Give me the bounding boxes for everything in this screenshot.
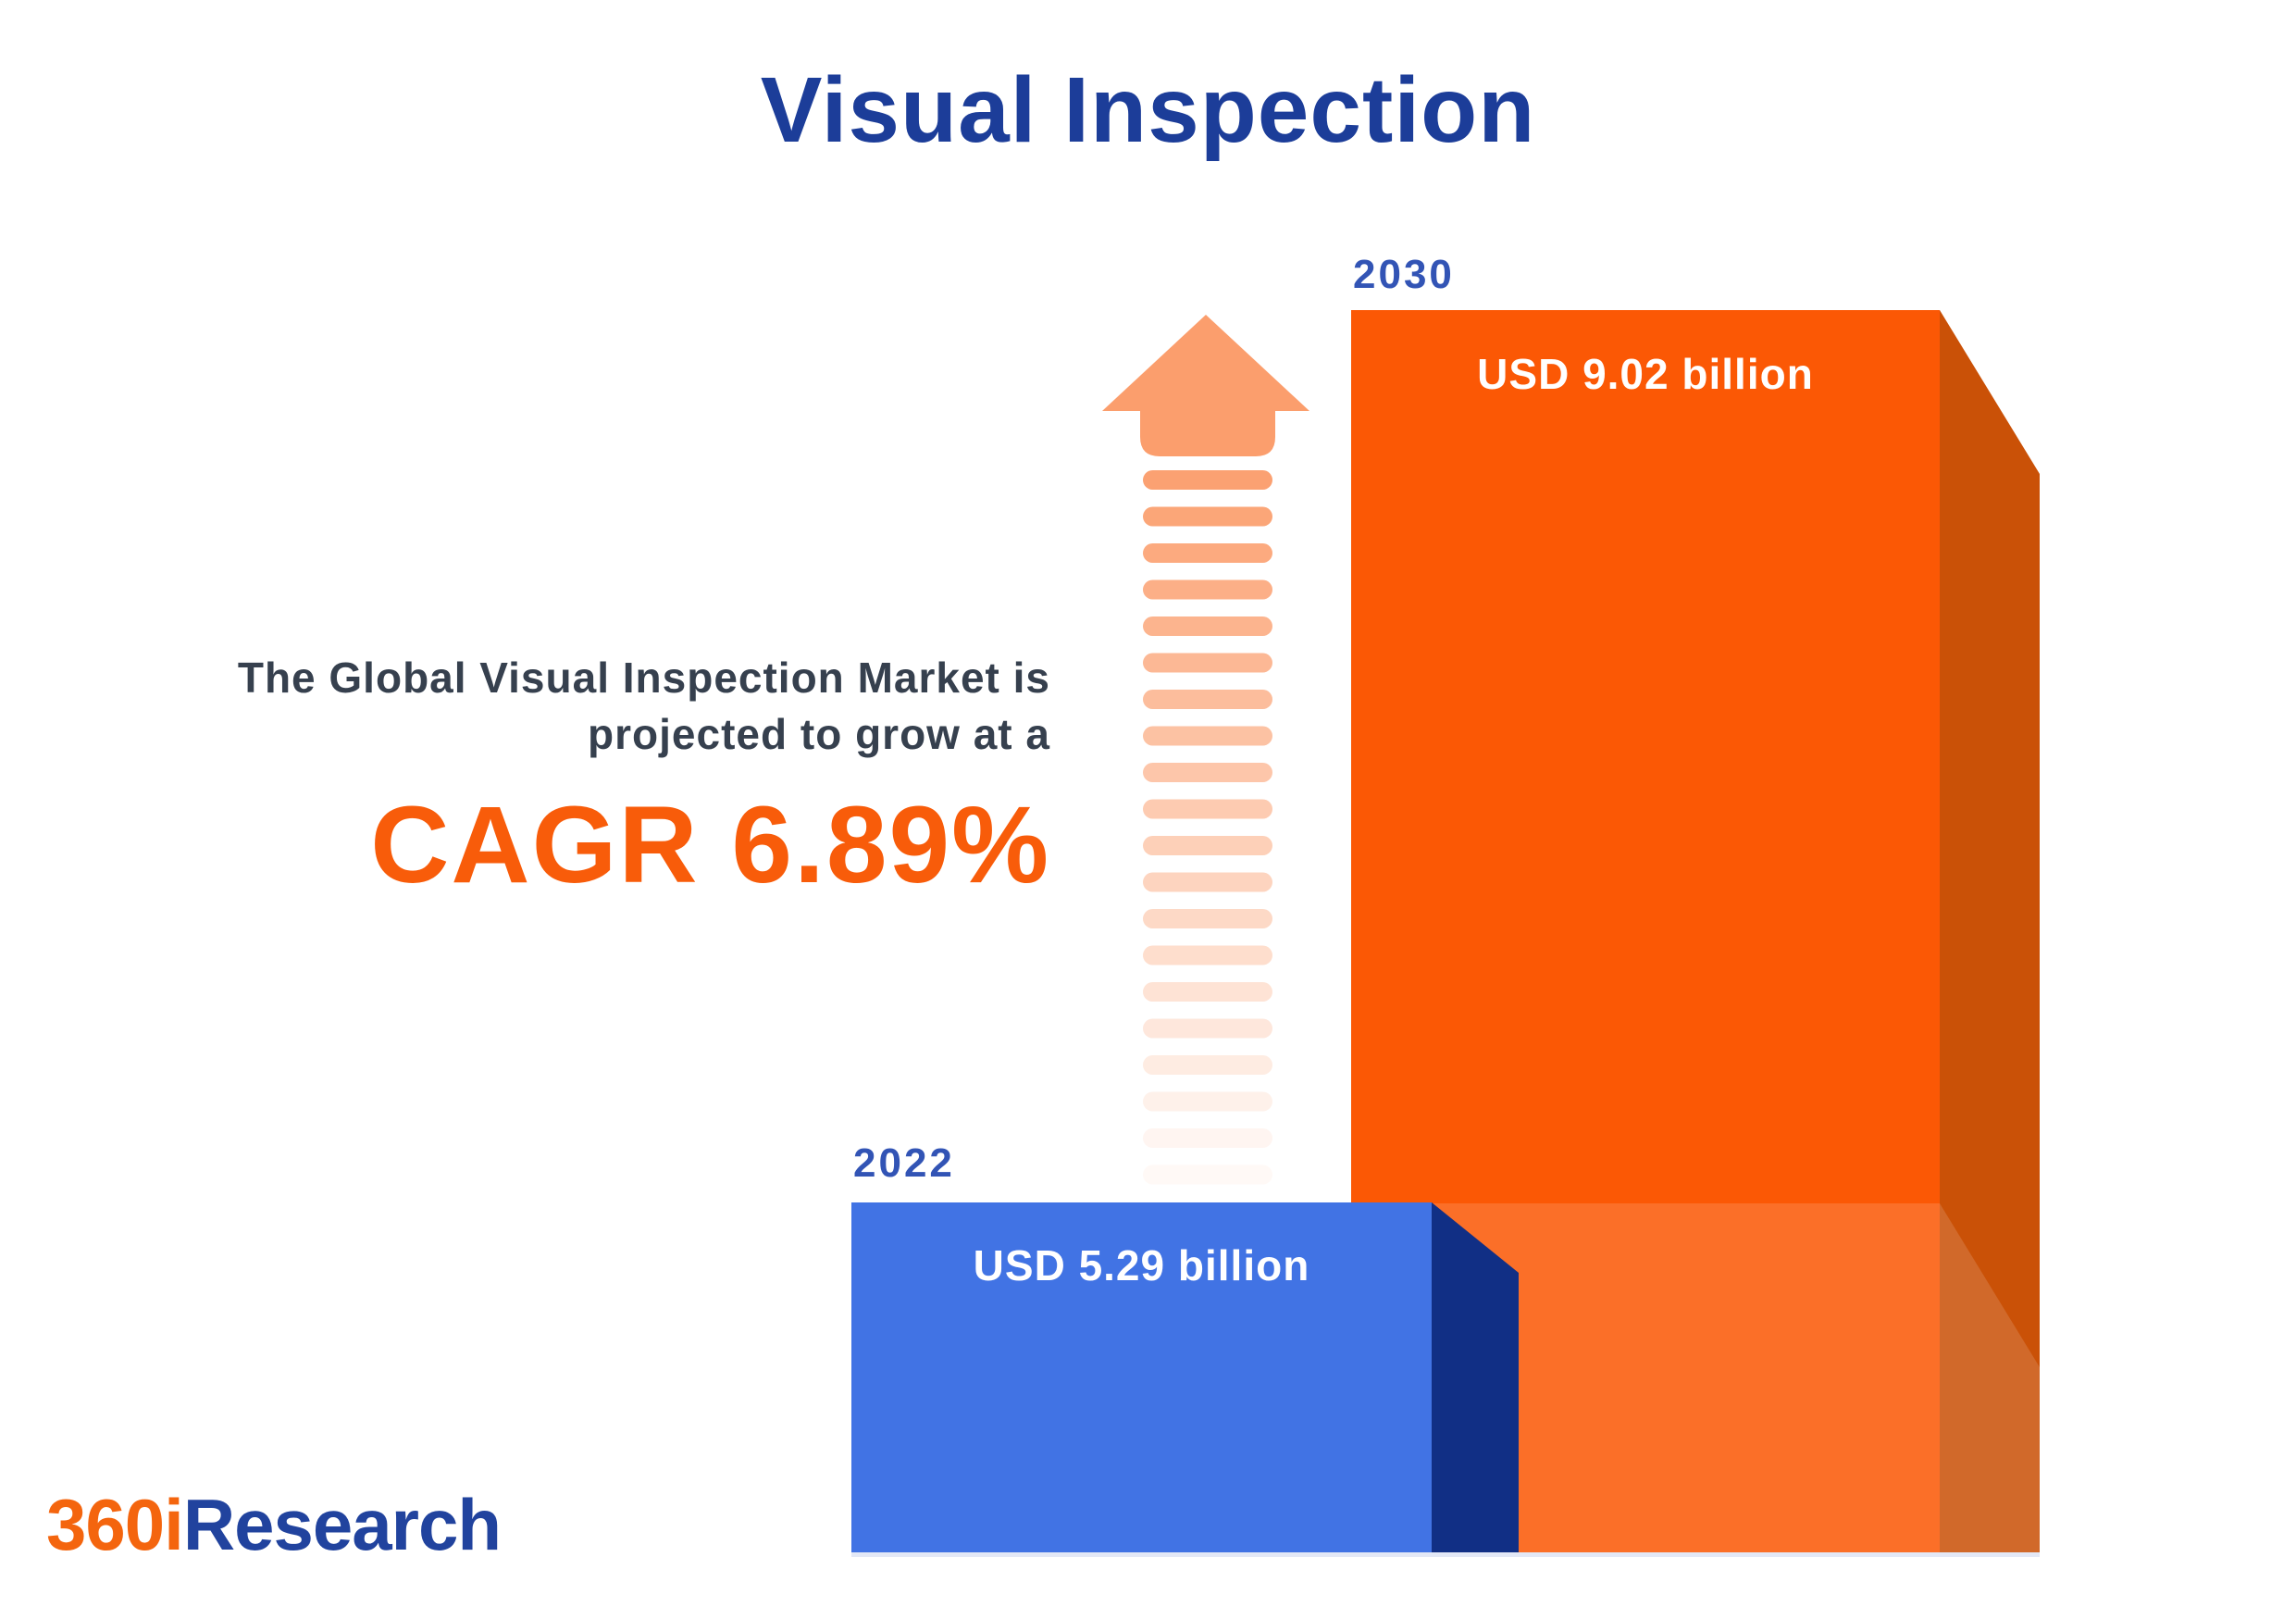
- cagr-value: CAGR 6.89%: [370, 784, 1050, 906]
- up-arrow-stripe: [1143, 836, 1272, 855]
- up-arrow-stripe: [1143, 1128, 1272, 1148]
- bar-2022: [851, 1202, 1519, 1552]
- company-logo-suffix: Research: [182, 1484, 502, 1565]
- bar-2030-value-label: USD 9.02 billion: [1477, 350, 1814, 398]
- bar-2030-light-band: [1351, 1203, 2040, 1552]
- bar-2030-side-face: [1940, 310, 2040, 1552]
- up-arrow-stripe: [1143, 1164, 1272, 1185]
- up-arrow-stripe: [1143, 616, 1272, 636]
- description-block: The Global Visual Inspection Market is p…: [238, 650, 1050, 900]
- page-title: Visual Inspection: [760, 58, 1536, 162]
- up-arrow-stripe: [1143, 982, 1272, 1002]
- description-line-1: The Global Visual Inspection Market is: [237, 654, 1050, 702]
- up-arrow-stripe: [1143, 470, 1272, 490]
- up-arrow-stripe: [1143, 872, 1272, 892]
- bar-2030-year-label: 2030: [1353, 252, 1455, 297]
- up-arrow-stripe: [1143, 1091, 1272, 1112]
- up-arrow-stripe: [1143, 506, 1272, 527]
- up-arrow-stripe: [1143, 1055, 1272, 1075]
- up-arrow-stripe: [1143, 579, 1272, 600]
- up-arrow-stripe: [1143, 653, 1272, 673]
- bar-2022-year-label: 2022: [853, 1140, 955, 1186]
- up-arrow-stripes: [1143, 470, 1272, 1185]
- bar-2022-front-face: [851, 1202, 1432, 1552]
- up-arrow-stripe: [1143, 945, 1272, 965]
- up-arrow-stripe: [1143, 543, 1272, 563]
- description-line-2: projected to grow at a: [588, 710, 1050, 758]
- bar-2022-value-label: USD 5.29 billion: [973, 1241, 1310, 1289]
- bars-ground-shadow: [851, 1552, 2040, 1557]
- company-logo: 360iResearch: [46, 1488, 502, 1561]
- up-arrow-stripe: [1143, 726, 1272, 746]
- bar-2022-side-face: [1432, 1202, 1519, 1552]
- up-arrow-stripe: [1143, 690, 1272, 709]
- up-arrow-stripe: [1143, 763, 1272, 782]
- up-arrow-head: [1102, 315, 1309, 456]
- up-arrow-stripe: [1143, 799, 1272, 819]
- up-arrow-icon: [1102, 315, 1309, 1185]
- up-arrow-stripe: [1143, 909, 1272, 928]
- up-arrow-stripe: [1143, 1018, 1272, 1039]
- company-logo-prefix: 360i: [46, 1484, 184, 1565]
